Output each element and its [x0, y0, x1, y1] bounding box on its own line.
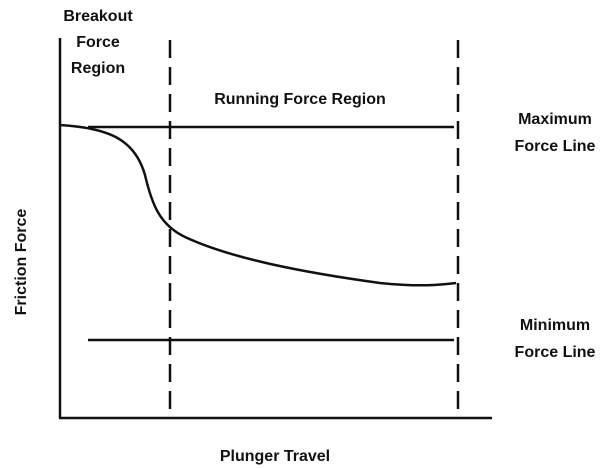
x-axis-label: Plunger Travel	[220, 448, 330, 465]
maximum-label: Force Line	[515, 138, 596, 155]
running-label: Running Force Region	[214, 91, 386, 108]
breakout-label: Region	[71, 60, 125, 77]
breakout-label: Force	[76, 34, 120, 51]
minimum-label: Force Line	[515, 344, 596, 361]
minimum-label: Minimum	[520, 317, 590, 334]
y-axis-label: Friction Force	[13, 209, 30, 316]
maximum-label: Maximum	[518, 111, 592, 128]
friction-curve	[59, 123, 457, 287]
breakout-label: Breakout	[63, 8, 133, 25]
